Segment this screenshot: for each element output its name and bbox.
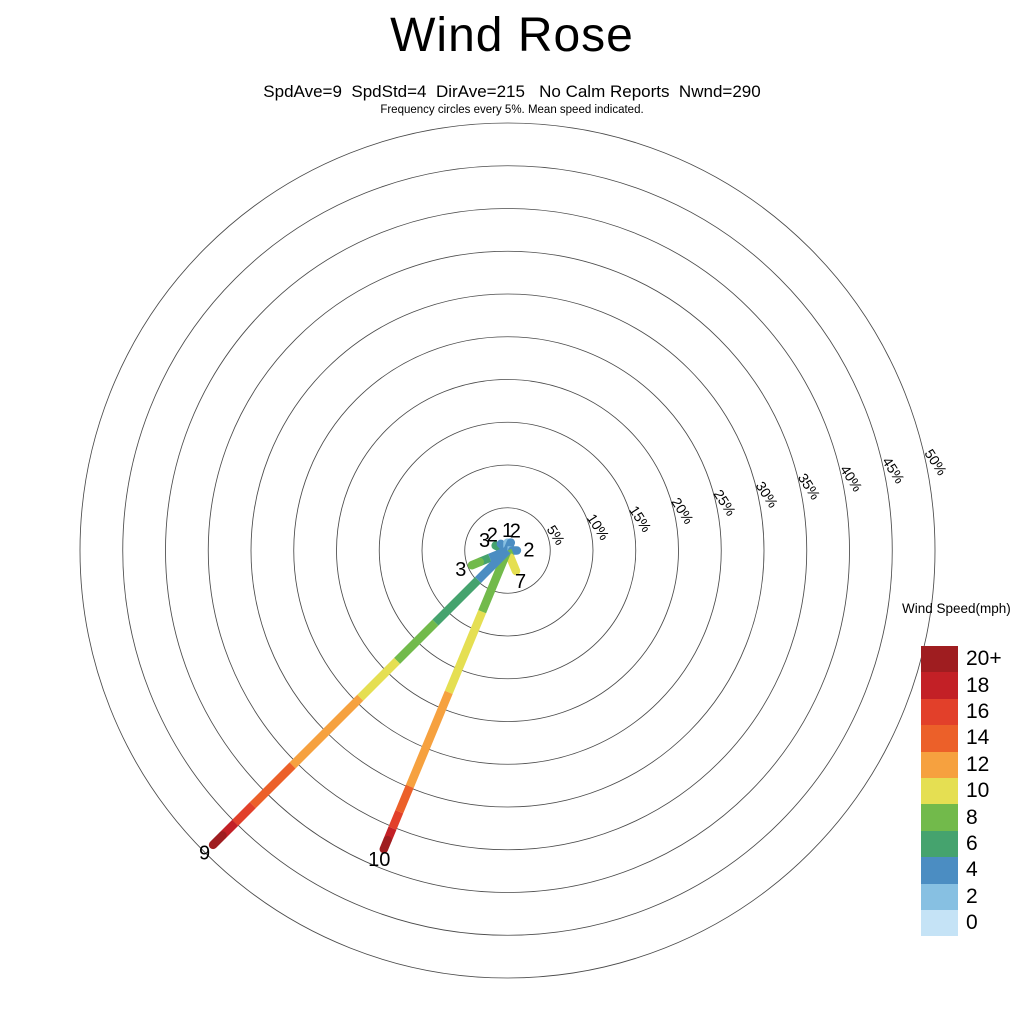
frequency-ring: [464, 507, 551, 594]
legend-entry-label: 0: [966, 911, 978, 935]
frequency-ring: [165, 208, 850, 893]
frequency-ring: [122, 165, 893, 936]
legend-swatch: [921, 804, 958, 831]
spoke-mean-speed-label-nne: 2: [510, 521, 521, 543]
legend-swatch: [921, 909, 958, 937]
spoke-mean-speed-label-wsw: 3: [455, 559, 466, 581]
ring-label: 15%: [626, 503, 655, 535]
chart-title: Wind Rose: [390, 9, 634, 62]
legend-swatch: [921, 883, 958, 910]
legend-entry: 4: [921, 857, 1011, 884]
legend-swatch: [921, 698, 958, 726]
legend-entries: 20+ 18 16 14 12 10 8 6 4 2 0: [921, 646, 1011, 937]
ring-label: 5%: [544, 522, 568, 548]
legend-entry: 6: [921, 830, 1011, 858]
legend-entry-label: 12: [966, 752, 990, 776]
legend-entry-label: 16: [966, 699, 990, 723]
legend-entry-label: 18: [966, 673, 990, 697]
spoke-segment-sw-6: [432, 576, 482, 626]
spoke-segment-sw-16: [232, 802, 256, 826]
legend-swatch: [921, 725, 958, 752]
frequency-ring: [207, 250, 808, 851]
chart-stats-line: SpdAve=9 SpdStd=4 DirAve=215 No Calm Rep…: [263, 82, 761, 101]
wind-speed-legend: Wind Speed(mph) 20+ 18 16 14 12 10 8 6 4 2 0: [902, 601, 1011, 937]
legend-swatch: [921, 830, 958, 858]
spoke-mean-speed-label-sse: 7: [515, 571, 526, 593]
spoke-mean-speed-label-n: 1: [502, 520, 513, 542]
ring-label: 20%: [668, 495, 697, 527]
legend-entry: 10: [921, 777, 1011, 805]
spoke-segment-ssw-20+: [379, 835, 392, 854]
spoke-segment-ssw-12: [405, 690, 453, 789]
spoke-segment-ssw-10: [444, 610, 487, 694]
spoke-mean-speed-label-e: 2: [523, 540, 534, 562]
spoke-segment-ssw-14: [395, 784, 414, 814]
spoke-segment-ssw-16: [388, 810, 404, 830]
legend-entry-label: 10: [966, 779, 990, 803]
ring-label: 30%: [753, 478, 782, 510]
frequency-ring: [250, 293, 765, 808]
legend-swatch: [921, 646, 958, 673]
chart-note: Frequency circles every 5%. Mean speed i…: [380, 104, 644, 116]
legend-entry-label: 6: [966, 831, 978, 855]
spoke-mean-speed-label-ssw: 10: [368, 849, 390, 871]
legend-entry-label: 2: [966, 884, 978, 908]
frequency-ring: [293, 336, 722, 765]
legend-entry: 8: [921, 804, 1011, 831]
legend-entry: 0: [921, 909, 1011, 937]
frequency-ring: [336, 379, 679, 722]
spoke-segment-sw-10: [357, 657, 401, 701]
frequency-ring: [378, 421, 637, 680]
ring-label: 35%: [795, 470, 824, 502]
legend-swatch: [921, 857, 958, 884]
spoke-segment-sse-10: [506, 553, 521, 576]
spoke-segment-sw-4: [475, 547, 511, 583]
spoke-segment-wsw-8: [467, 557, 485, 570]
frequency-ring: [79, 122, 936, 979]
spoke-mean-speed-label-wnw: 3: [479, 530, 490, 552]
spoke-mean-speed-label-nw: 2: [487, 524, 498, 546]
frequency-ring: [421, 464, 594, 637]
legend-entry: 16: [921, 698, 1011, 726]
ring-label: 10%: [584, 511, 613, 543]
legend-swatch: [921, 672, 958, 699]
ring-label: 25%: [710, 486, 739, 518]
legend-entry-label: 20+: [966, 647, 1002, 671]
legend-entry: 14: [921, 725, 1011, 752]
legend-entry: 12: [921, 751, 1011, 778]
legend-swatch: [921, 777, 958, 805]
spoke-mean-speed-label-sw: 9: [199, 842, 210, 864]
legend-title: Wind Speed(mph): [902, 601, 1011, 616]
legend-entry-label: 8: [966, 805, 978, 829]
spoke-segment-sw-12: [289, 694, 364, 769]
spoke-segment-sw-8: [394, 619, 439, 664]
spoke-segment-sw-14: [249, 762, 296, 809]
legend-entry: 20+: [921, 646, 1011, 673]
legend-entry-label: 14: [966, 726, 990, 750]
legend-entry: 2: [921, 883, 1011, 910]
legend-entry-label: 4: [966, 858, 978, 882]
legend-swatch: [921, 751, 958, 778]
spoke-segment-sw-20+: [208, 831, 227, 850]
legend-entry: 18: [921, 672, 1011, 699]
